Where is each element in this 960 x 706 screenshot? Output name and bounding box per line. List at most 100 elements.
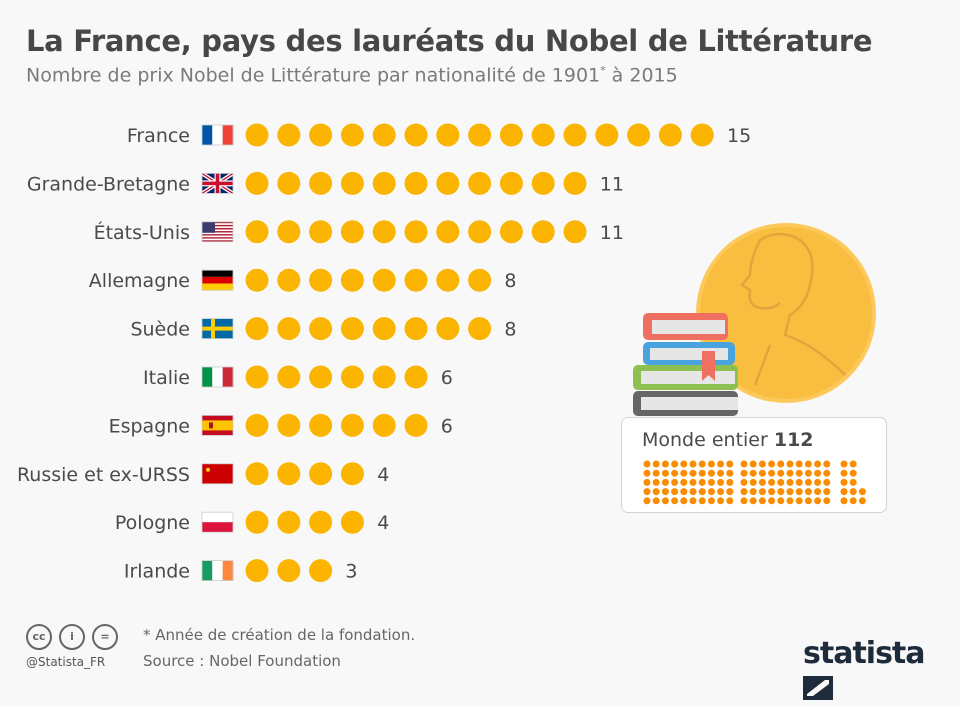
prize-dot: [340, 268, 364, 292]
flag-gb-icon: [200, 171, 235, 196]
books-illustration: [633, 313, 738, 416]
category-label: Russie et ex-URSS: [17, 464, 190, 486]
prize-dot: [468, 317, 492, 341]
world-dot: [795, 488, 803, 496]
twitter-handle[interactable]: @Statista_FR: [26, 655, 106, 669]
world-dot: [786, 478, 794, 486]
world-dot: [749, 497, 757, 505]
prize-dot: [277, 462, 301, 486]
world-total-value: 112: [773, 429, 814, 451]
world-dot: [717, 469, 725, 477]
world-dot: [768, 497, 776, 505]
world-dot: [680, 469, 688, 477]
value-label: 15: [727, 125, 751, 147]
prize-dot: [309, 462, 333, 486]
world-dot: [740, 497, 748, 505]
prize-dot: [277, 510, 301, 534]
world-dot: [643, 469, 651, 477]
flag-ie-icon: [201, 560, 234, 581]
prize-dot: [404, 268, 428, 292]
category-label: Suède: [130, 319, 190, 341]
row-5: Italie 6: [143, 365, 453, 389]
world-dot: [698, 478, 706, 486]
prize-dot: [340, 317, 364, 341]
prize-dot: [309, 268, 333, 292]
source: Source : Nobel Foundation: [143, 652, 341, 670]
flag-pl-icon: [201, 511, 234, 533]
world-dot: [795, 460, 803, 468]
world-dot: [858, 488, 866, 496]
prize-dot: [245, 171, 269, 195]
world-dot: [795, 478, 803, 486]
world-dot: [840, 460, 848, 468]
row-0: France 15: [127, 123, 751, 147]
statista-logo[interactable]: statista: [803, 636, 960, 706]
world-dot: [740, 488, 748, 496]
no-derivatives-icon[interactable]: =: [92, 624, 118, 650]
prize-dot: [309, 220, 333, 244]
category-label: Grande-Bretagne: [27, 173, 190, 195]
prize-dot: [372, 171, 396, 195]
world-dot: [849, 497, 857, 505]
cc-license-icon[interactable]: cc: [26, 624, 52, 650]
prize-dot: [372, 268, 396, 292]
world-dot: [804, 469, 812, 477]
prize-dot: [499, 171, 523, 195]
world-dot: [689, 469, 697, 477]
world-dot: [858, 497, 866, 505]
world-dot: [652, 469, 660, 477]
value-label: 11: [600, 222, 624, 244]
world-dot: [671, 469, 679, 477]
world-dot: [643, 478, 651, 486]
world-label-text: Monde entier: [642, 429, 768, 451]
prize-dot: [277, 171, 301, 195]
value-label: 8: [504, 270, 516, 292]
prize-dot: [468, 268, 492, 292]
prize-dot: [595, 123, 619, 147]
prize-dot: [309, 123, 333, 147]
row-8: Pologne 4: [115, 510, 389, 534]
value-label: 4: [377, 512, 389, 534]
world-dot: [717, 460, 725, 468]
world-dot: [661, 497, 669, 505]
row-6: Espagne 6: [109, 413, 453, 437]
world-dot: [768, 469, 776, 477]
row-9: Irlande 3: [124, 559, 357, 583]
prize-dot: [245, 123, 269, 147]
prize-dot: [436, 317, 460, 341]
world-dot: [814, 469, 822, 477]
prize-dot: [372, 123, 396, 147]
prize-dot: [340, 510, 364, 534]
world-dot: [643, 497, 651, 505]
prize-dot: [436, 123, 460, 147]
prize-dot: [340, 123, 364, 147]
flag-su-icon: [201, 463, 234, 485]
world-dot: [717, 497, 725, 505]
world-dot: [804, 488, 812, 496]
prize-dot: [436, 220, 460, 244]
prize-dot: [531, 171, 555, 195]
value-label: 3: [345, 561, 357, 583]
world-dot: [849, 488, 857, 496]
world-dot: [661, 469, 669, 477]
logo-text: statista: [803, 636, 926, 671]
world-dot: [758, 488, 766, 496]
attribution-icon[interactable]: i: [59, 624, 85, 650]
prize-dot: [340, 365, 364, 389]
prize-dot: [563, 171, 587, 195]
world-dot: [786, 497, 794, 505]
prize-dot: [658, 123, 682, 147]
prize-dot: [277, 365, 301, 389]
prize-dot: [245, 365, 269, 389]
world-dot: [749, 478, 757, 486]
world-dot: [849, 469, 857, 477]
world-dot: [814, 478, 822, 486]
prize-dot: [245, 559, 269, 583]
prize-dot: [277, 317, 301, 341]
prize-dot: [309, 413, 333, 437]
prize-dot: [563, 123, 587, 147]
world-dot: [849, 478, 857, 486]
prize-dot: [245, 413, 269, 437]
world-dot: [786, 488, 794, 496]
world-dot: [814, 497, 822, 505]
